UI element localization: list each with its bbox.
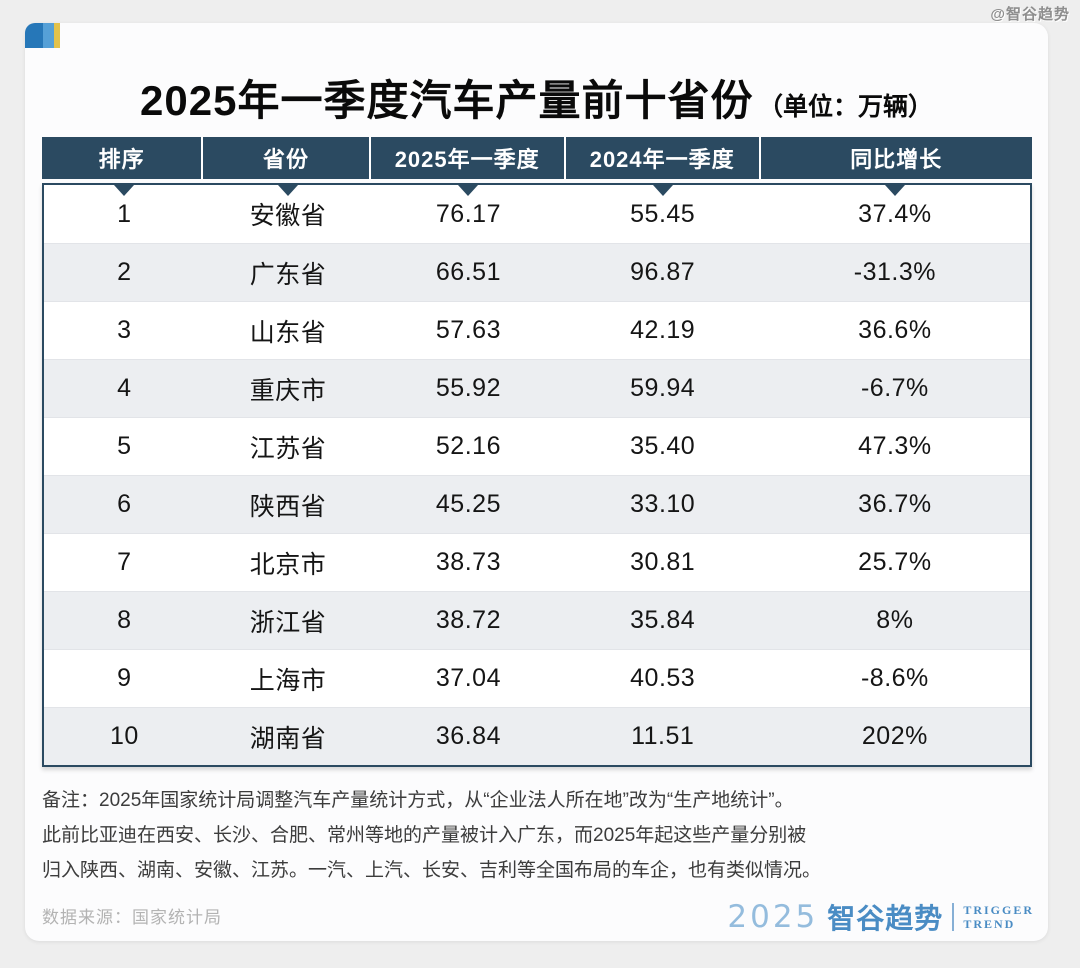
- column-header-province: 省份: [203, 137, 371, 179]
- infographic-card: 2025年一季度汽车产量前十省份 （单位：万辆） 排序 省份 2025年一季度 …: [25, 23, 1048, 941]
- yoy-cell: 8%: [876, 606, 914, 634]
- rank-cell: 9: [117, 664, 132, 692]
- province-cell: 浙江省: [249, 608, 327, 637]
- q1-2024-cell: 35.84: [630, 606, 696, 634]
- q1-2024-cell: 96.87: [630, 258, 696, 286]
- q1-2024-cell: 55.45: [630, 199, 696, 228]
- table-row: 4 重庆市 55.92 59.94 -6.7%: [44, 359, 1030, 417]
- column-header-rank: 排序: [42, 137, 204, 179]
- province-cell: 上海市: [249, 666, 327, 695]
- rank-cell: 1: [117, 199, 132, 228]
- page-title: 2025年一季度汽车产量前十省份 （单位：万辆）: [25, 67, 1048, 128]
- yoy-cell: -8.6%: [860, 664, 929, 692]
- q1-2025-cell: 45.25: [435, 490, 501, 518]
- q1-2025-cell: 36.84: [435, 722, 501, 750]
- q1-2024-cell: 30.81: [630, 548, 696, 576]
- q1-2025-cell: 76.17: [435, 199, 501, 228]
- q1-2025-cell: 66.51: [435, 258, 501, 286]
- q1-2025-cell: 52.16: [435, 432, 501, 460]
- q1-2024-cell: 40.53: [630, 664, 696, 692]
- column-header-q1-2024: 2024年一季度: [566, 137, 761, 179]
- footnote-line: 归入陕西、湖南、安徽、江苏。一汽、上汽、长安、吉利等全国布局的车企，也有类似情况…: [42, 860, 822, 881]
- column-header-yoy-growth: 同比增长: [850, 147, 943, 172]
- corner-brand-icon-yellow-block: [54, 23, 60, 48]
- table-row: 5 江苏省 52.16 35.40 47.3%: [44, 417, 1030, 475]
- rank-cell: 5: [117, 432, 132, 460]
- province-cell: 安徽省: [249, 202, 327, 230]
- q1-2025-cell: 55.92: [435, 374, 501, 402]
- q1-2024-cell: 11.51: [631, 722, 695, 750]
- table-row: 1 安徽省 76.17 55.45 37.4%: [44, 185, 1030, 243]
- province-cell: 江苏省: [249, 434, 327, 463]
- table-row: 7 北京市 38.73 30.81 25.7%: [44, 533, 1030, 591]
- table-row: 6 陕西省 45.25 33.10 36.7%: [44, 475, 1030, 533]
- table-header-row: 排序 省份 2025年一季度 2024年一季度 同比增长: [42, 137, 1032, 179]
- footnote-line: 备注：2025年国家统计局调整汽车产量统计方式，从“企业法人所在地”改为“生产地…: [42, 790, 794, 811]
- table-body: 1 安徽省 76.17 55.45 37.4% 2 广东省 66.51 96.87 -31.3% 3…: [42, 183, 1032, 767]
- q1-2025-cell: 38.72: [435, 606, 501, 634]
- yoy-cell: -6.7%: [860, 374, 929, 402]
- yoy-cell: 36.7%: [858, 490, 932, 518]
- q1-2024-cell: 33.10: [630, 490, 696, 518]
- rank-cell: 10: [109, 722, 139, 750]
- yoy-cell: 37.4%: [858, 199, 932, 228]
- footer-brand-name: 智谷趋势: [827, 903, 944, 934]
- footer-brand-tagline-line2: TREND: [963, 917, 1016, 931]
- page-title-unit: （单位：万辆）: [757, 93, 933, 121]
- table-row: 9 上海市 37.04 40.53 -8.6%: [44, 649, 1030, 707]
- footnote-line: 此前比亚迪在西安、长沙、合肥、常州等地的产量被计入广东，而2025年起这些产量分…: [42, 825, 807, 846]
- province-cell: 湖南省: [249, 724, 327, 753]
- yoy-cell: 47.3%: [858, 432, 932, 460]
- yoy-cell: 25.7%: [858, 548, 932, 576]
- table-row: 2 广东省 66.51 96.87 -31.3%: [44, 243, 1030, 301]
- q1-2025-cell: 57.63: [435, 316, 501, 344]
- province-cell: 北京市: [249, 550, 327, 579]
- yoy-cell: 36.6%: [858, 316, 932, 344]
- rank-cell: 4: [117, 374, 132, 402]
- footer-brand-divider: [952, 903, 955, 931]
- rank-cell: 3: [117, 316, 132, 344]
- rank-cell: 7: [117, 548, 132, 576]
- q1-2024-cell: 42.19: [630, 316, 696, 344]
- q1-2025-cell: 38.73: [435, 548, 501, 576]
- q1-2024-cell: 59.94: [630, 374, 696, 402]
- table-row: 8 浙江省 38.72 35.84 8%: [44, 591, 1030, 649]
- data-source-label: 数据来源：国家统计局: [42, 908, 222, 927]
- yoy-cell: -31.3%: [853, 258, 936, 286]
- footer-brand-tagline: TRIGGER TREND: [963, 903, 1034, 931]
- rank-cell: 2: [117, 258, 132, 286]
- footnote-block: 备注：2025年国家统计局调整汽车产量统计方式，从“企业法人所在地”改为“生产地…: [42, 783, 1032, 888]
- yoy-cell: 202%: [861, 722, 928, 750]
- q1-2024-cell: 35.40: [630, 432, 696, 460]
- footer-brand-year: 2025: [727, 899, 819, 935]
- rank-cell: 6: [117, 490, 132, 518]
- q1-2025-cell: 37.04: [435, 664, 501, 692]
- footer-brand-tagline-line1: TRIGGER: [963, 903, 1034, 917]
- rank-cell: 8: [117, 606, 132, 634]
- province-cell: 陕西省: [249, 492, 327, 521]
- corner-brand-icon: [25, 23, 60, 48]
- province-cell: 广东省: [249, 260, 327, 289]
- corner-brand-icon-light-block: [43, 23, 54, 48]
- table-row: 10 湖南省 36.84 11.51 202%: [44, 707, 1030, 765]
- column-header-q1-2025: 2025年一季度: [371, 137, 566, 179]
- footer-brand-logo: 2025 智谷趋势 TRIGGER TREND: [727, 897, 1034, 937]
- watermark-text: @智谷趋势: [990, 6, 1070, 23]
- page-title-text: 2025年一季度汽车产量前十省份: [140, 77, 754, 124]
- province-cell: 重庆市: [249, 376, 327, 405]
- table-row: 3 山东省 57.63 42.19 36.6%: [44, 301, 1030, 359]
- corner-brand-icon-dark-block: [25, 23, 43, 48]
- province-cell: 山东省: [249, 318, 327, 347]
